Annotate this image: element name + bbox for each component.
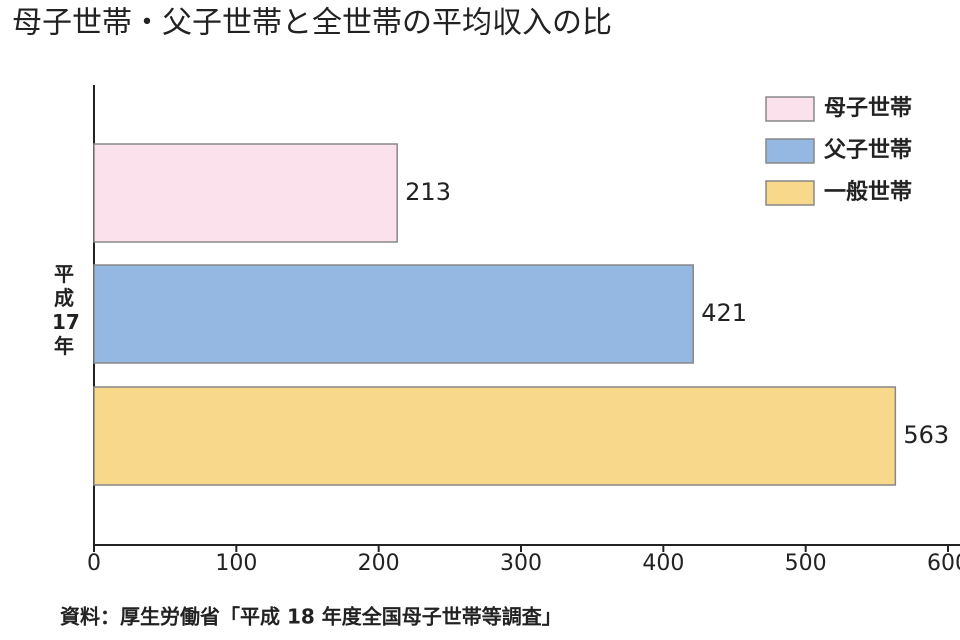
x-tick-label: 200 [358, 551, 400, 576]
legend-label: 一般世帯 [824, 179, 912, 205]
category-label: 平成17年 [52, 262, 80, 358]
source-note: 資料：厚生労働省「平成 18 年度全国母子世帯等調査」 [60, 605, 562, 629]
value-label: 421 [701, 299, 747, 327]
x-tick-label: 0 [87, 551, 101, 576]
x-tick-label: 400 [642, 551, 684, 576]
legend-label: 母子世帯 [824, 95, 912, 121]
x-tick-label: 600 [927, 551, 960, 576]
x-tick-label: 500 [785, 551, 827, 576]
value-label: 213 [405, 178, 451, 206]
legend-label: 父子世帯 [824, 137, 912, 163]
bar [93, 143, 398, 243]
bar [93, 386, 897, 486]
legend-swatch [765, 138, 815, 164]
legend-swatch [765, 96, 815, 122]
bar [93, 264, 694, 364]
x-tick-label: 100 [215, 551, 257, 576]
x-tick-label: 300 [500, 551, 542, 576]
legend-swatch [765, 180, 815, 206]
chart-title: 母子世帯・父子世帯と全世帯の平均収入の比 [12, 6, 612, 41]
value-label: 563 [903, 421, 949, 449]
